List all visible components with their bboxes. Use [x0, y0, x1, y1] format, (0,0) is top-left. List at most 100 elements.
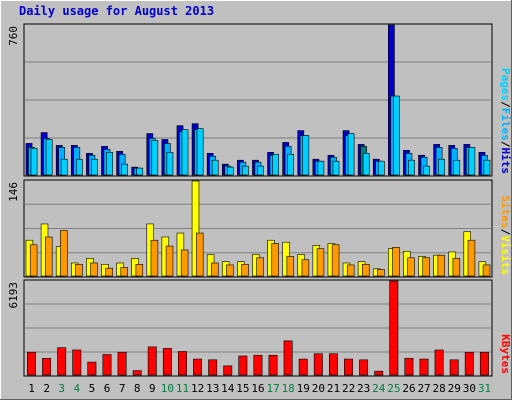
bar-sites-31 — [482, 264, 491, 277]
bar-sites-21 — [331, 244, 340, 277]
legend-item-0: KBytes — [499, 334, 512, 374]
bar-sites-24 — [377, 269, 385, 277]
bar-kbytes-24 — [374, 370, 384, 376]
bar-sites-5 — [90, 262, 98, 277]
bar-pages-29 — [453, 159, 461, 176]
bar-pages-4 — [75, 158, 83, 176]
bar-pages-11 — [181, 129, 189, 176]
x-tick-label-31: 31 — [478, 382, 491, 395]
bar-pages-13 — [211, 159, 219, 176]
ymax-label-bottom: 6193 — [7, 282, 20, 309]
x-tick-label-5: 5 — [89, 382, 96, 395]
x-tick-label-7: 7 — [119, 382, 126, 395]
ymax-label-middle: 146 — [7, 182, 20, 202]
bar-kbytes-6 — [102, 354, 112, 376]
x-tick-label-24: 24 — [372, 382, 386, 395]
x-tick-label-16: 16 — [251, 382, 264, 395]
bar-pages-23 — [362, 152, 370, 176]
bar-pages-7 — [121, 163, 128, 176]
bar-sites-18 — [286, 256, 295, 277]
bar-sites-29 — [452, 258, 461, 277]
x-tick-label-8: 8 — [134, 382, 141, 395]
x-tick-label-10: 10 — [161, 382, 174, 395]
bar-sites-20 — [316, 248, 325, 277]
bar-pages-15 — [242, 165, 249, 176]
legend-middle: Sites/Visits — [499, 196, 512, 276]
bar-kbytes-31 — [479, 351, 489, 376]
x-tick-label-25: 25 — [387, 382, 400, 395]
chart-title: Daily usage for August 2013 — [19, 4, 214, 18]
bar-sites-25 — [392, 247, 400, 277]
legend-item-4: Hits — [499, 148, 512, 175]
x-tick-label-14: 14 — [221, 382, 235, 395]
bar-sites-12 — [195, 232, 204, 277]
x-tick-label-11: 11 — [176, 382, 189, 395]
bar-pages-12 — [196, 128, 204, 176]
bar-pages-5 — [91, 158, 98, 176]
bar-sites-3 — [60, 230, 68, 277]
bar-sites-6 — [105, 267, 113, 277]
bar-kbytes-3 — [57, 347, 67, 376]
bar-sites-30 — [467, 239, 476, 277]
bar-sites-22 — [346, 264, 355, 277]
legend-item-2: Visits — [499, 235, 512, 275]
x-tick-label-6: 6 — [104, 382, 111, 395]
bar-sites-11 — [180, 249, 189, 277]
bar-sites-19 — [301, 259, 310, 277]
bar-kbytes-10 — [162, 348, 172, 376]
bar-pages-3 — [60, 158, 68, 176]
bar-pages-6 — [106, 152, 113, 176]
ymax-label-top: 760 — [7, 26, 20, 46]
bar-pages-1 — [30, 148, 38, 176]
bar-kbytes-28 — [434, 349, 444, 376]
x-tick-label-12: 12 — [191, 382, 204, 395]
legend-item-0: Pages — [499, 68, 512, 101]
bar-kbytes-19 — [298, 358, 308, 376]
bar-kbytes-9 — [147, 346, 157, 376]
bar-kbytes-2 — [42, 358, 52, 376]
x-tick-label-15: 15 — [236, 382, 249, 395]
bar-sites-27 — [422, 257, 430, 277]
x-tick-label-2: 2 — [43, 382, 50, 395]
bar-kbytes-23 — [359, 359, 369, 376]
legend-item-0: Sites — [499, 196, 512, 229]
legend-bottom: KBytes — [499, 334, 512, 374]
bar-sites-26 — [407, 257, 415, 277]
x-tick-label-9: 9 — [149, 382, 156, 395]
bar-sites-23 — [362, 263, 370, 277]
bar-kbytes-17 — [268, 354, 278, 376]
bar-kbytes-1 — [27, 351, 36, 376]
legend-item-1: / — [499, 229, 512, 236]
bar-sites-14 — [226, 264, 234, 277]
bar-kbytes-14 — [223, 365, 233, 376]
bar-pages-31 — [483, 159, 491, 176]
x-tick-label-28: 28 — [433, 382, 446, 395]
bar-sites-8 — [135, 263, 144, 277]
bar-kbytes-20 — [313, 353, 323, 376]
x-tick-label-27: 27 — [417, 382, 430, 395]
bar-sites-7 — [120, 267, 128, 277]
bar-sites-1 — [29, 244, 38, 277]
bar-pages-17 — [272, 153, 279, 176]
bar-kbytes-30 — [464, 351, 474, 376]
bar-kbytes-18 — [283, 340, 293, 376]
bar-visits-12 — [191, 180, 200, 277]
x-tick-label-23: 23 — [357, 382, 370, 395]
bar-pages-30 — [468, 147, 476, 176]
legend-item-3: / — [499, 141, 512, 148]
bar-pages-25 — [393, 95, 400, 176]
bar-kbytes-22 — [344, 358, 353, 376]
x-tick-label-17: 17 — [266, 382, 279, 395]
bar-pages-18 — [287, 153, 295, 176]
bar-pages-28 — [438, 158, 446, 176]
bar-pages-2 — [45, 139, 53, 176]
bar-sites-10 — [165, 245, 174, 277]
bar-kbytes-26 — [404, 358, 414, 376]
bar-sites-2 — [45, 236, 53, 277]
x-tick-label-22: 22 — [342, 382, 355, 395]
legend-top: Pages/Files/Hits — [499, 68, 512, 174]
bar-sites-15 — [241, 263, 249, 277]
bar-kbytes-4 — [72, 349, 82, 376]
